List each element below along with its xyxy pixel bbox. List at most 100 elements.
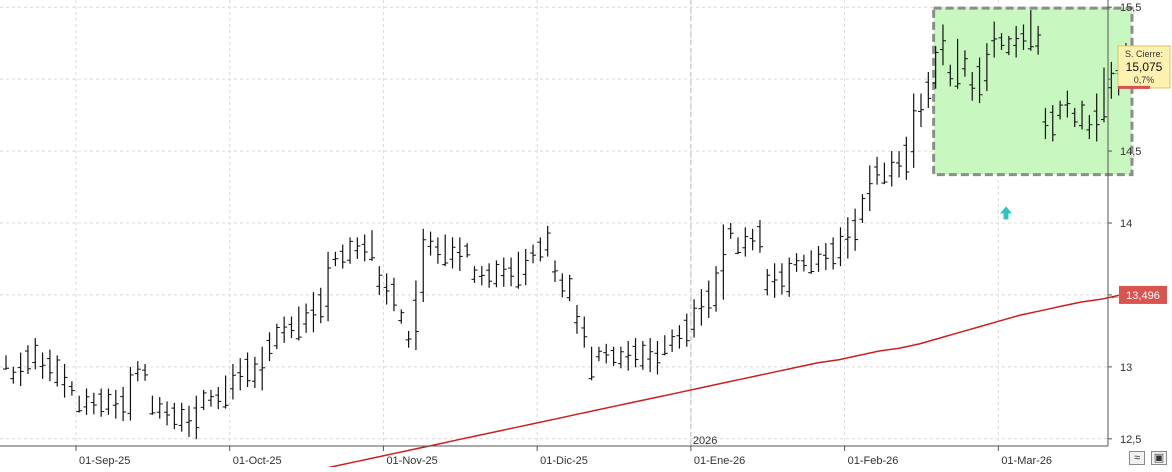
ohlc-bar — [339, 244, 346, 269]
save-icon[interactable]: ▣ — [1151, 451, 1167, 465]
up-arrow-icon — [1000, 206, 1012, 220]
ohlc-bar — [171, 402, 178, 430]
ohlc-bar — [903, 136, 910, 180]
ohlc-bar — [112, 389, 119, 419]
ohlc-bar — [537, 237, 544, 262]
ohlc-bar — [1005, 35, 1012, 56]
ohlc-bar — [683, 313, 690, 347]
ohlc-bar — [1071, 107, 1078, 128]
ohlc-bar — [947, 64, 954, 87]
ohlc-bar — [39, 352, 46, 379]
ohlc-bar — [676, 325, 683, 349]
ohlc-bar — [559, 273, 566, 298]
ma-value-box — [1119, 285, 1167, 304]
ohlc-bar — [939, 24, 946, 66]
ohlc-bar — [178, 402, 185, 432]
ohlc-bar — [120, 387, 127, 422]
ohlc-bar — [778, 263, 785, 295]
ohlc-bar — [998, 33, 1005, 50]
ohlc-bar — [76, 395, 83, 413]
ohlc-bar — [434, 237, 441, 264]
ohlc-bar — [705, 280, 712, 318]
ma-layer — [314, 294, 1122, 472]
x-tick-label: 01-Ene-26 — [694, 455, 745, 467]
ohlc-bar — [1079, 100, 1086, 130]
ohlc-bar — [1101, 67, 1107, 123]
ohlc-bar — [317, 287, 324, 324]
ohlc-bar — [24, 345, 31, 375]
ohlc-bar — [859, 194, 866, 223]
ohlc-bar — [127, 366, 134, 421]
ohlc-bar — [1035, 25, 1042, 55]
ohlc-bar — [756, 220, 763, 253]
wave-icon[interactable]: ≈ — [1129, 451, 1145, 465]
ohlc-bar — [954, 38, 961, 89]
last-price-arrow-icon: ← — [1110, 67, 1120, 78]
ohlc-bar — [566, 274, 573, 302]
ohlc-bar — [1013, 25, 1020, 58]
ohlc-bar — [83, 388, 90, 415]
ohlc-bar — [595, 346, 602, 362]
axis-layer: 12,51313,51414,51515,501-Sep-2501-Oct-25… — [0, 0, 1141, 467]
ohlc-bar — [412, 280, 419, 351]
ohlc-bar — [808, 250, 815, 274]
ohlc-bar — [617, 346, 624, 369]
ohlc-bar — [3, 355, 9, 370]
ohlc-bar — [376, 266, 383, 295]
ohlc-bar — [105, 388, 112, 415]
highlight-layer — [932, 6, 1134, 177]
ohlc-bar — [273, 323, 280, 350]
ohlc-bar — [1042, 107, 1049, 140]
ohlc-bar — [866, 165, 873, 212]
ohlc-bar — [515, 251, 522, 289]
ohlc-bar — [588, 346, 595, 381]
ohlc-bar — [134, 361, 141, 382]
ohlc-bar — [991, 21, 998, 58]
x-tick-label: 01-Feb-26 — [848, 455, 899, 467]
ohlc-bar — [632, 338, 639, 368]
ohlc-bar — [837, 227, 844, 267]
ohlc-bar — [310, 292, 317, 333]
ohlc-bar — [815, 246, 822, 272]
ohlc-bar — [522, 248, 529, 286]
ohlc-bar — [332, 251, 339, 267]
ohlc-bar — [390, 277, 397, 312]
ohlc-bar — [449, 237, 456, 269]
ohlc-bar — [266, 332, 273, 362]
ohlc-bar — [17, 352, 24, 387]
ohlc-bar — [164, 401, 171, 426]
ohlc-bar — [398, 309, 405, 324]
ohlc-bar — [1093, 93, 1100, 142]
ohlc-bar — [698, 289, 705, 326]
y-tick-label: 14 — [1120, 218, 1132, 230]
ohlc-bar — [156, 397, 163, 419]
ohlc-bar — [295, 306, 302, 341]
ma-value-label: 13,496 — [1126, 290, 1160, 302]
y-tick-label: 15,5 — [1120, 2, 1141, 14]
ohlc-bar — [229, 363, 236, 400]
last-price-title: S. Cierre: — [1125, 49, 1163, 59]
ohlc-bar — [207, 389, 214, 407]
ohlc-bar — [420, 228, 427, 303]
ohlc-bar — [215, 387, 222, 410]
ohlc-bar — [896, 151, 903, 178]
ohlc-bar — [654, 340, 661, 375]
ohlc-bar — [303, 303, 310, 333]
ohlc-bar — [442, 234, 449, 267]
ohlc-bar — [727, 223, 734, 239]
x-tick-label: 01-Nov-25 — [386, 455, 437, 467]
ohlc-bar — [193, 395, 200, 440]
ohlc-bar — [288, 316, 295, 339]
ohlc-bar — [354, 237, 361, 259]
ohlc-bar — [639, 340, 646, 370]
year-label: 2026 — [693, 435, 717, 447]
ohlc-bar — [771, 263, 778, 298]
ohlc-bar — [625, 340, 632, 371]
ohlc-bar — [932, 46, 939, 89]
ohlc-bar — [603, 343, 610, 364]
ohlc-bar — [68, 381, 75, 396]
ohlc-bar — [54, 355, 61, 387]
ohlc-bar — [142, 363, 149, 381]
last-price-underline — [1118, 85, 1150, 89]
